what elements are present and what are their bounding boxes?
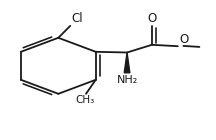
Text: CH₃: CH₃ <box>75 95 95 105</box>
Text: O: O <box>179 32 188 46</box>
Text: O: O <box>147 11 157 24</box>
Polygon shape <box>124 52 130 73</box>
Text: NH₂: NH₂ <box>116 75 138 85</box>
Text: Cl: Cl <box>71 12 83 25</box>
